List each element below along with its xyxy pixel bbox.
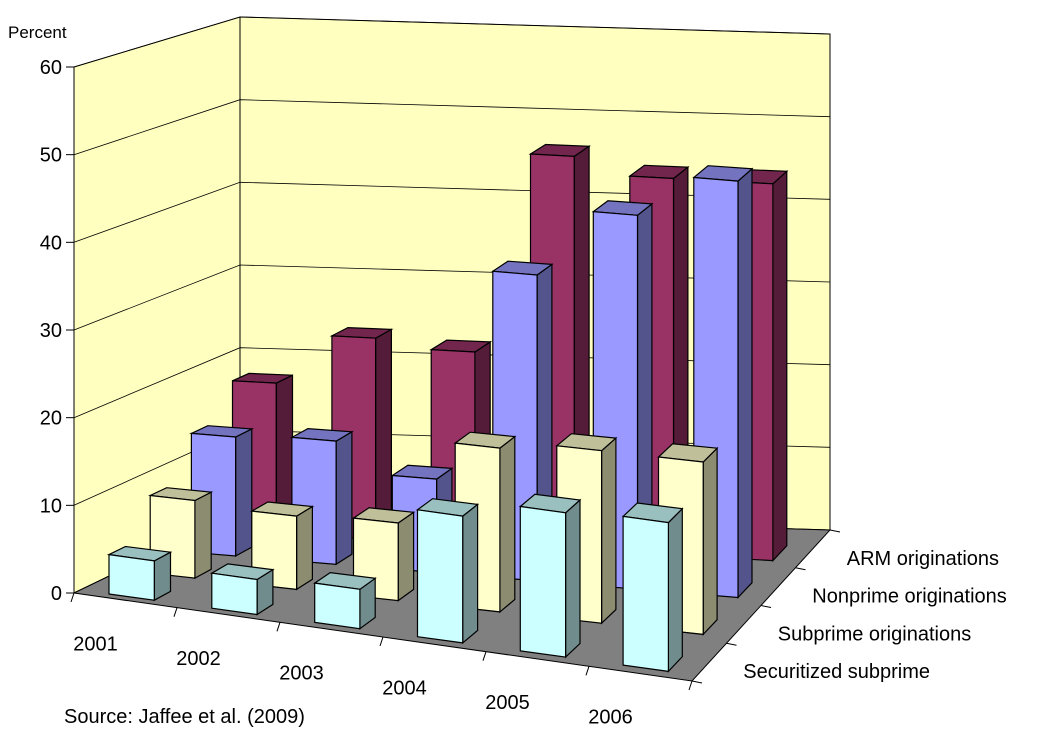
z-tick-label: ARM originations [847,548,999,570]
z-tick [829,529,841,533]
x-tick [585,666,590,676]
x-tick [482,651,487,661]
z-tick-label: Subprime originations [778,623,971,645]
x-tick [276,622,281,632]
y-tick-label: 0 [51,583,62,605]
x-tick [70,592,75,603]
x-tick [688,680,693,691]
z-tick-label: Securitized subprime [743,661,930,683]
y-tick-label: 60 [40,57,62,79]
y-tick-label: 20 [40,408,62,430]
chart-labels: Percent 0 10 20 30 40 50 60 2001 2002 2003 2004 200… [8,23,1007,729]
x-tick-label: 2001 [73,633,118,655]
bar [621,502,684,673]
z-tick-label: Nonprime originations [812,586,1007,608]
x-tick [379,636,384,647]
y-tick-label: 10 [40,495,62,517]
x-tick-label: 2006 [588,707,633,729]
bar [249,501,315,591]
x-tick-label: 2003 [279,663,324,685]
bar [106,545,173,602]
x-tick-label: 2005 [485,692,530,714]
x-tick-label: 2004 [382,677,427,699]
bar [518,493,582,659]
bar [313,571,377,630]
gridline [73,16,831,68]
z-tick [760,605,772,608]
z-tick [795,567,806,571]
y-tick-label: 30 [40,320,62,342]
chart-bars [106,143,789,673]
x-tick [173,607,178,617]
bar [415,498,480,645]
bar [189,425,255,558]
y-axis-title: Percent [8,23,67,42]
gridline [73,99,831,156]
y-tick-label: 50 [40,145,62,167]
y-tick-label: 40 [40,232,62,254]
z-tick [691,680,703,684]
z-tick [726,642,737,646]
bar [209,563,275,616]
x-tick-label: 2002 [176,648,221,670]
source-note: Source: Jaffee et al. (2009) [64,706,305,728]
